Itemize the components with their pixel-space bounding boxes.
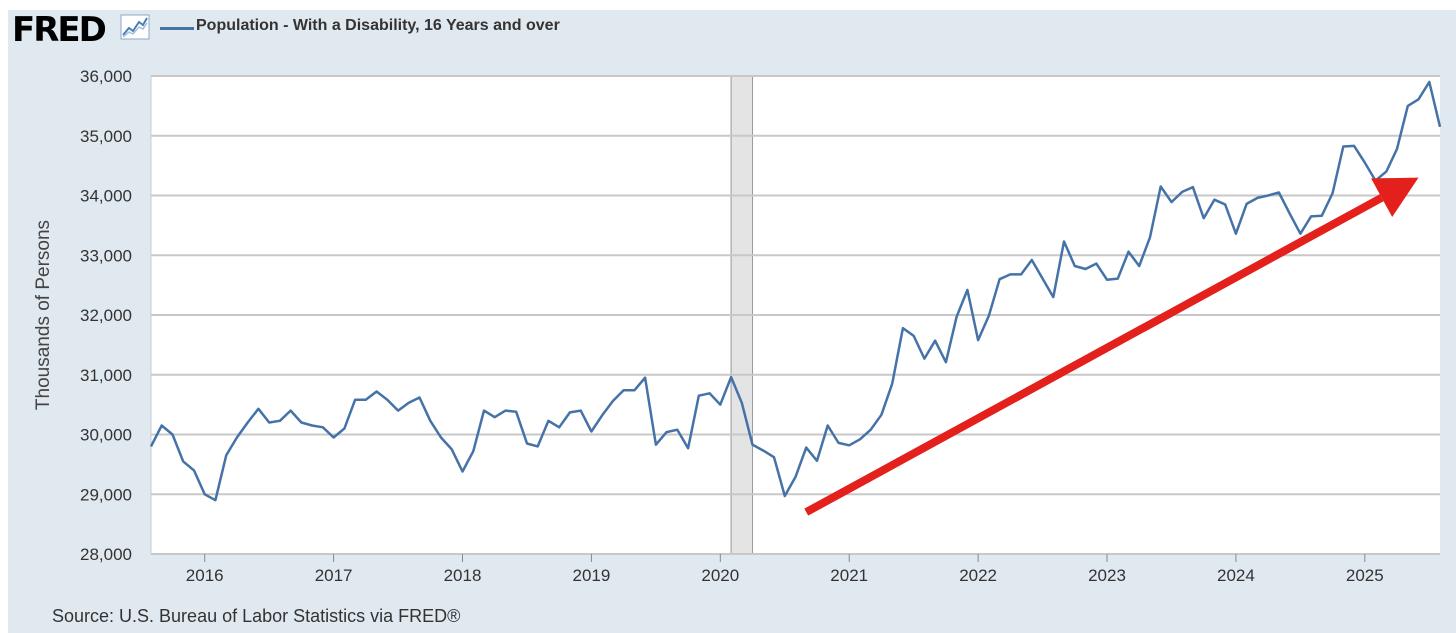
y-tick-label: 30,000 — [80, 426, 132, 445]
y-tick-label: 33,000 — [80, 246, 132, 265]
y-tick-label: 28,000 — [80, 545, 132, 564]
y-tick-label: 32,000 — [80, 306, 132, 325]
x-tick-label: 2017 — [315, 566, 353, 585]
x-tick-label: 2023 — [1088, 566, 1126, 585]
trend-line-chart-icon — [120, 14, 150, 40]
series-line — [149, 80, 1442, 502]
legend-label: Population - With a Disability, 16 Years… — [196, 17, 560, 34]
y-tick-label: 31,000 — [80, 366, 132, 385]
y-axis-label: Thousands of Persons — [33, 220, 54, 410]
y-tick-label: 36,000 — [80, 67, 132, 86]
y-tick-label: 29,000 — [80, 485, 132, 504]
x-tick-label: 2018 — [444, 566, 482, 585]
x-tick-label: 2025 — [1346, 566, 1384, 585]
x-tick-label: 2020 — [701, 566, 739, 585]
fred-logo[interactable]: FRED — [12, 10, 107, 50]
x-tick-label: 2022 — [959, 566, 997, 585]
trend-arrow-shaft — [804, 194, 1384, 516]
x-tick-label: 2016 — [186, 566, 224, 585]
y-tick-label: 34,000 — [80, 187, 132, 206]
legend-line-swatch — [160, 27, 194, 30]
y-tick-label: 35,000 — [80, 127, 132, 146]
source-note: Source: U.S. Bureau of Labor Statistics … — [52, 606, 461, 626]
x-tick-label: 2021 — [830, 566, 868, 585]
x-tick-label: 2019 — [572, 566, 610, 585]
trend-arrow-head — [1371, 177, 1419, 217]
x-tick-label: 2024 — [1217, 566, 1255, 585]
